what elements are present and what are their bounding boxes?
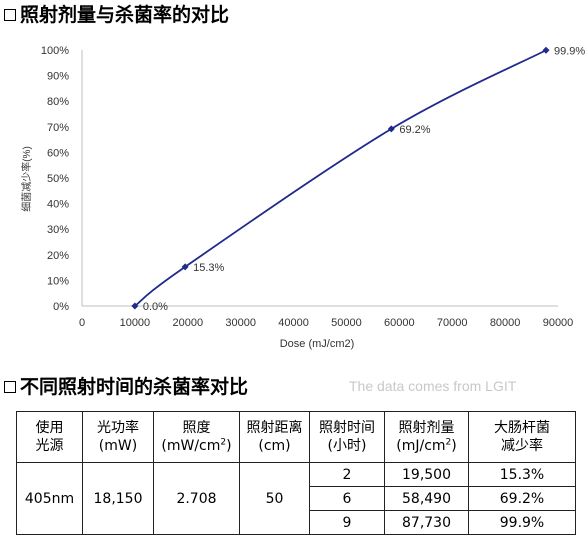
- x-tick-label: 40000: [278, 317, 309, 329]
- section-title-time-text: 不同照射时间的杀菌率对比: [20, 376, 249, 398]
- checkbox-square-icon: [4, 381, 16, 393]
- x-tick-label: 70000: [437, 317, 468, 329]
- header-dose: 照射剂量 (mJ/cm2): [384, 411, 469, 463]
- y-tick-label: 10%: [47, 275, 69, 287]
- y-tick-label: 100%: [41, 45, 69, 57]
- header-irradiance: 照度 (mW/cm2): [153, 411, 240, 463]
- header-exposure-time: 照射时间 (小时): [309, 411, 385, 463]
- cell-rate: 15.3%: [468, 462, 576, 487]
- checkbox-square-icon: [4, 9, 16, 21]
- table-header-row: 使用 光源 光功率 (mW) 照度 (mW/cm2) 照射距离 (cm) 照射时间 (小时…: [16, 411, 576, 463]
- data-point: [387, 125, 395, 133]
- cell-dose: 19,500: [384, 462, 469, 487]
- y-tick-label: 20%: [47, 250, 69, 262]
- y-tick-labels: 0% 10% 20% 30% 40% 50% 60% 70% 80% 90% 100%: [41, 45, 69, 313]
- cell-optical-power: 18,150: [82, 462, 154, 535]
- section-title-dose: 照射剂量与杀菌率的对比: [4, 4, 229, 26]
- y-tick-label: 30%: [47, 224, 69, 236]
- cell-rate: 99.9%: [468, 510, 576, 535]
- y-tick-label: 70%: [47, 122, 69, 134]
- section-title-time: 不同照射时间的杀菌率对比: [4, 376, 248, 398]
- header-distance: 照射距离 (cm): [239, 411, 310, 463]
- cell-rate: 69.2%: [468, 486, 576, 511]
- source-watermark: The data comes from LGIT: [349, 378, 517, 394]
- x-tick-labels: 0 10000 20000 30000 40000 50000 60000 70000 8000…: [79, 317, 573, 329]
- cell-irradiance: 2.708: [153, 462, 240, 535]
- cell-distance: 50: [239, 462, 310, 535]
- x-tick-label: 10000: [120, 317, 151, 329]
- data-point: [131, 302, 139, 310]
- data-label: 0.0%: [143, 301, 168, 313]
- data-point: [181, 263, 189, 271]
- section-title-dose-text: 照射剂量与杀菌率的对比: [20, 4, 230, 26]
- x-tick-label: 50000: [331, 317, 362, 329]
- y-tick-label: 40%: [47, 199, 69, 211]
- y-tick-label: 90%: [47, 71, 69, 83]
- y-tick-label: 80%: [47, 96, 69, 108]
- cell-hours: 9: [309, 510, 385, 535]
- kill-rate-table: 使用 光源 光功率 (mW) 照度 (mW/cm2) 照射距离 (cm) 照射时间 (小时…: [16, 411, 576, 535]
- x-axis-label: Dose (mJ/cm2): [280, 338, 355, 350]
- data-label: 99.9%: [554, 45, 585, 57]
- cell-hours: 2: [309, 462, 385, 487]
- y-tick-label: 50%: [47, 173, 69, 185]
- cell-dose: 58,490: [384, 486, 469, 511]
- header-optical-power: 光功率 (mW): [82, 411, 154, 463]
- y-axis-label: 细菌减少率(%): [20, 146, 33, 212]
- x-tick-label: 20000: [172, 317, 203, 329]
- x-tick-label: 60000: [384, 317, 415, 329]
- header-ecoli-reduction: 大肠杆菌 减少率: [468, 411, 576, 463]
- x-tick-label: 0: [79, 317, 85, 329]
- data-point: [542, 46, 550, 54]
- cell-dose: 87,730: [384, 510, 469, 535]
- cell-hours: 6: [309, 486, 385, 511]
- cell-light-source: 405nm: [16, 462, 83, 535]
- series-line: [134, 49, 547, 307]
- table-row: 405nm 18,150 2.708 50 2 19,500 15.3%: [16, 462, 576, 535]
- dose-kill-rate-chart: 0% 10% 20% 30% 40% 50% 60% 70% 80% 90% 100% 0 10000…: [20, 45, 585, 350]
- y-tick-label: 0%: [53, 301, 69, 313]
- data-label: 15.3%: [193, 262, 224, 274]
- table-row: 9 87,730 99.9%: [17, 510, 576, 535]
- chart-axes: [81, 50, 558, 307]
- x-tick-label: 90000: [543, 317, 574, 329]
- data-label: 69.2%: [399, 124, 430, 136]
- x-tick-label: 80000: [490, 317, 521, 329]
- header-light-source: 使用 光源: [16, 411, 83, 463]
- series-group: 0.0% 15.3% 69.2% 99.9%: [131, 45, 585, 313]
- y-tick-label: 60%: [47, 147, 69, 159]
- x-tick-label: 30000: [225, 317, 256, 329]
